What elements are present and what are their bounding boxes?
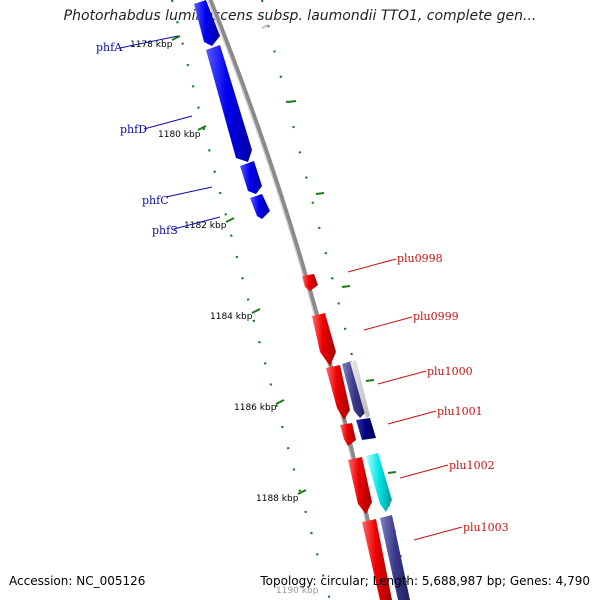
gene-label-plu0999[interactable]: plu0999: [413, 310, 459, 323]
genome-title: Photorhabdus luminescens subsp. laumondi…: [63, 8, 537, 24]
gene-label-plu0998[interactable]: plu0998: [397, 252, 443, 265]
gene-label-phfC[interactable]: phfC: [142, 194, 169, 207]
gene-arrow-plu1000[interactable]: [326, 365, 350, 420]
gene-label-plu1000[interactable]: plu1000: [427, 365, 473, 378]
gene-arrow-plu1003[interactable]: [362, 519, 392, 600]
gene-arrow-plu1002-b[interactable]: [366, 453, 392, 512]
gene-arrow-phfC[interactable]: [240, 161, 262, 194]
gene-arrow-plu1001[interactable]: [340, 423, 356, 446]
genome-backbone: [207, 0, 387, 600]
gene-arrow-plu1002[interactable]: [348, 457, 372, 514]
scale-label-1178: 1178 kbp: [130, 40, 173, 50]
scale-ticks: [171, 24, 397, 495]
gene-label-phfD[interactable]: phfD: [120, 123, 147, 136]
gene-arrow-phfS[interactable]: [250, 194, 270, 219]
genome-backbone-highlight: [207, 0, 383, 600]
left-gene-track: [194, 0, 270, 219]
gene-label-plu1001[interactable]: plu1001: [437, 405, 483, 418]
scale-ring-outer: [260, 0, 412, 600]
scale-ring-inner: [170, 0, 332, 600]
scale-label-1180: 1180 kbp: [158, 130, 201, 140]
gene-label-plu1003[interactable]: plu1003: [463, 521, 509, 534]
topology-summary: Topology: circular; Length: 5,688,987 bp…: [260, 574, 590, 588]
gene-label-plu1002[interactable]: plu1002: [449, 459, 495, 472]
scale-label-1182: 1182 kbp: [184, 221, 227, 231]
gene-arrow-plu1000-c[interactable]: [350, 360, 370, 418]
scale-label-1188: 1188 kbp: [256, 494, 299, 504]
right-gene-track: [302, 274, 410, 600]
gene-arrow-phfA[interactable]: [194, 0, 220, 46]
gene-label-phfS[interactable]: phfS: [152, 224, 178, 237]
gene-arrow-plu1000-b[interactable]: [342, 361, 366, 418]
gene-label-phfA[interactable]: phfA: [96, 41, 123, 54]
gene-arrow-phfD[interactable]: [206, 45, 252, 162]
gene-arrow-plu0999[interactable]: [312, 313, 336, 366]
gene-arrow-plu0998[interactable]: [302, 274, 318, 291]
scale-label-1186: 1186 kbp: [234, 403, 277, 413]
scale-label-1190: 1190 kbp: [276, 586, 319, 596]
gene-arrow-plu1003-b[interactable]: [380, 515, 410, 600]
gene-arrow-plu1001-b[interactable]: [356, 418, 376, 440]
accession-text: Accession: NC_005126: [9, 574, 146, 588]
scale-label-1184: 1184 kbp: [210, 312, 253, 322]
